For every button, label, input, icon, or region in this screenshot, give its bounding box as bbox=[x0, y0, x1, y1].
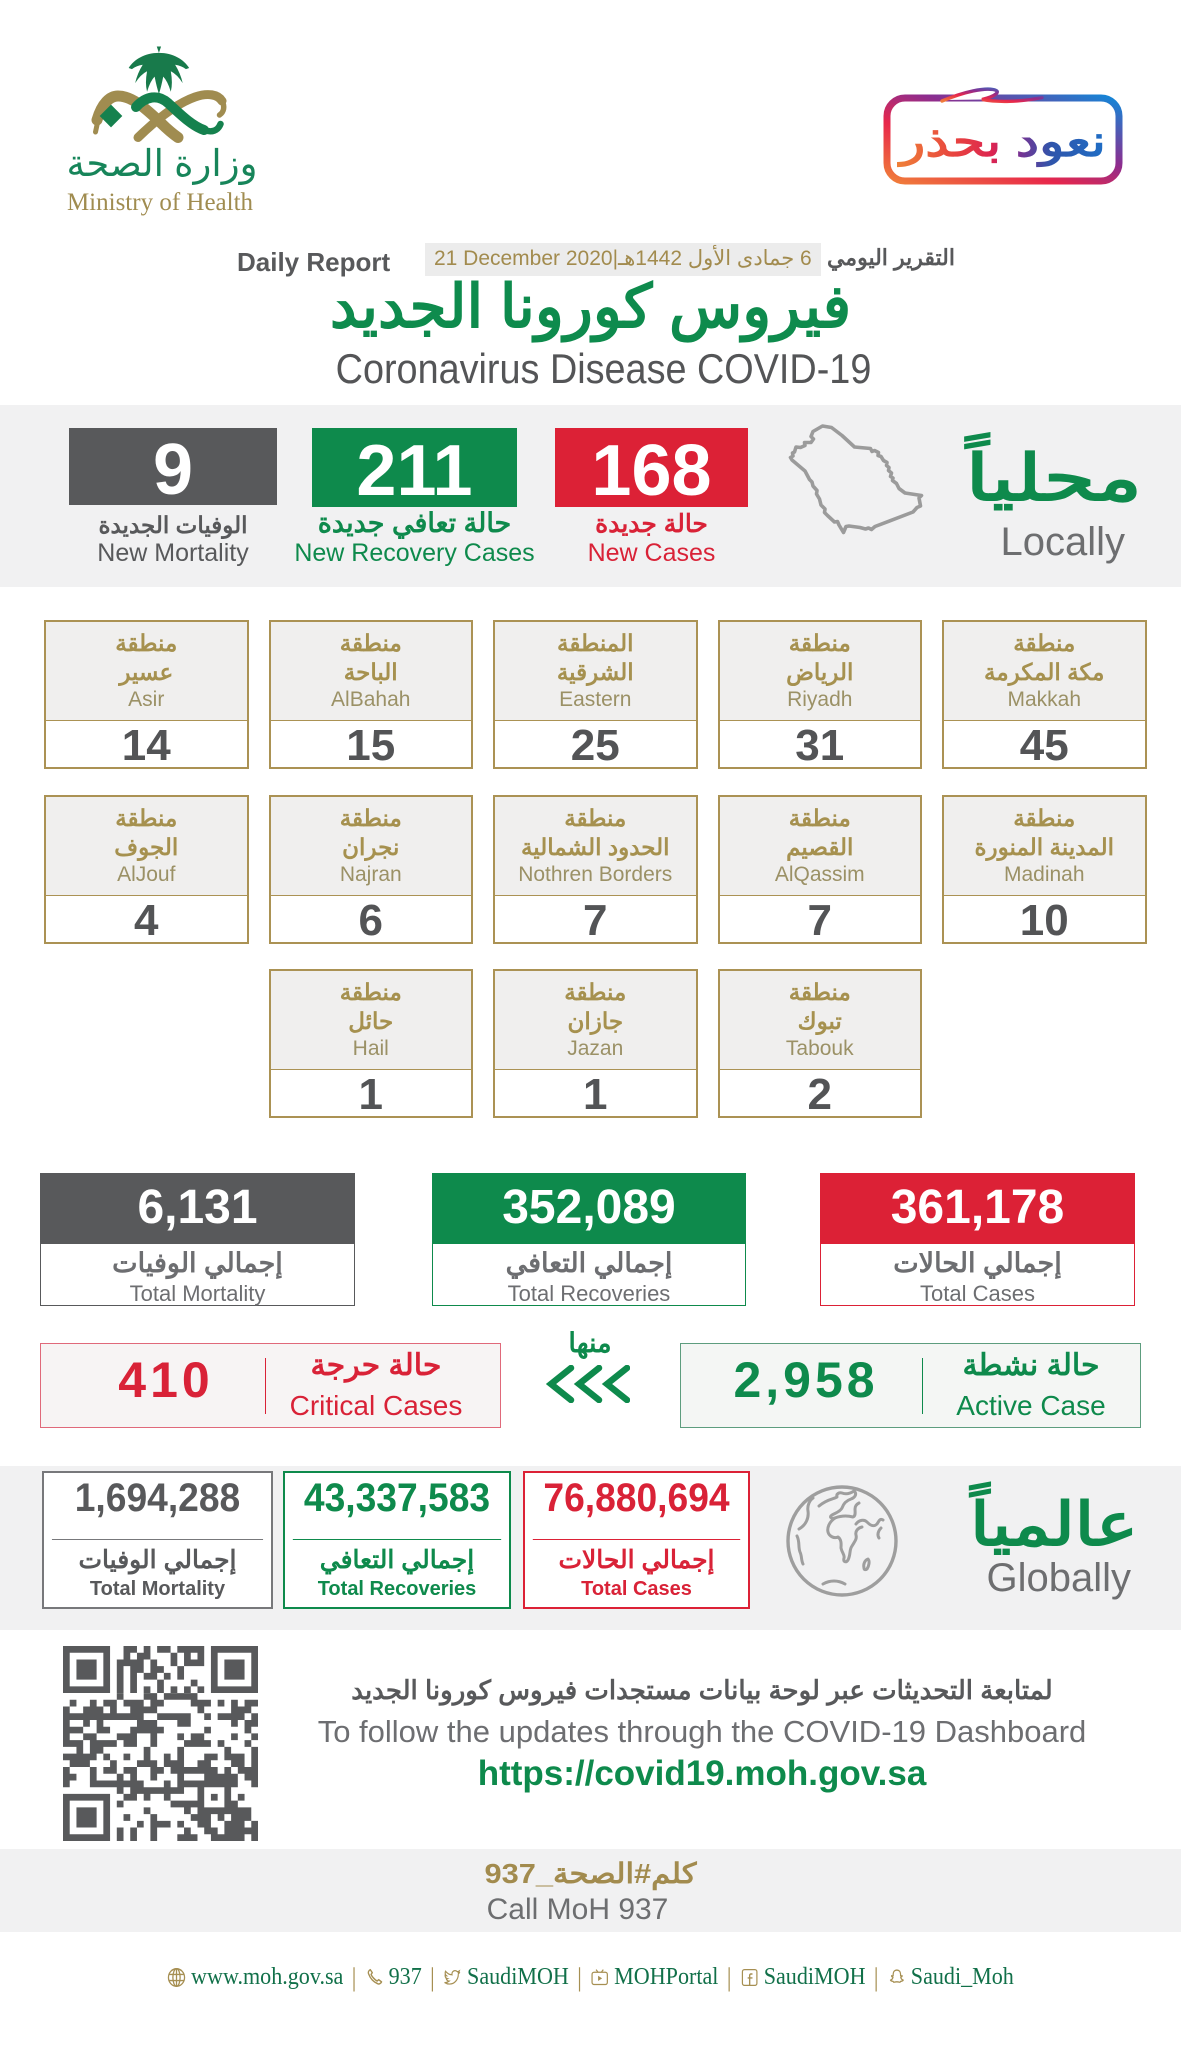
svg-text:نعود بحذر: نعود بحذر bbox=[896, 118, 1106, 168]
